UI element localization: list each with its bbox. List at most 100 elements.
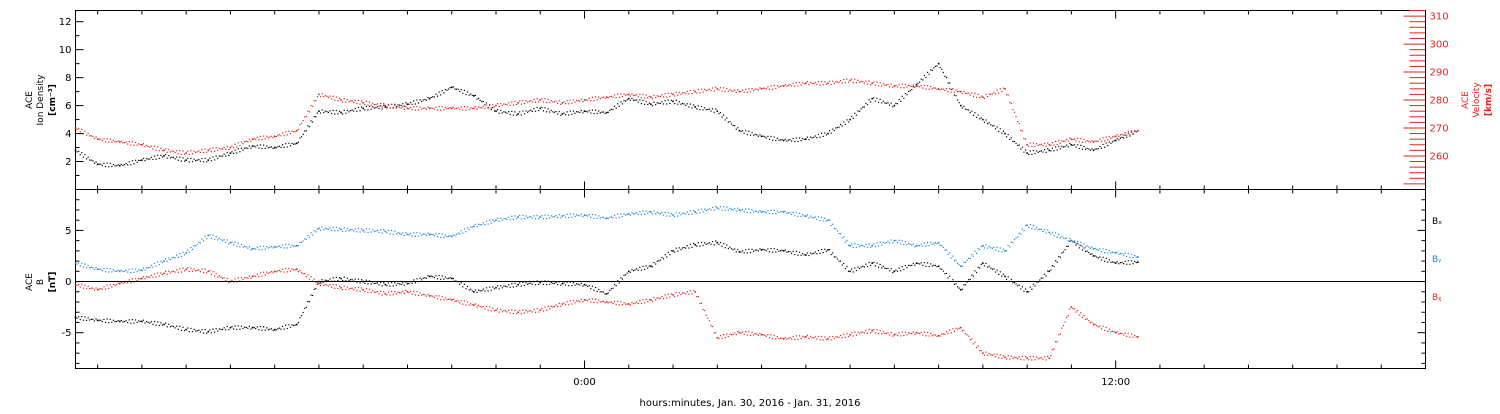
- trace-dot: [304, 238, 306, 240]
- trace-dot: [724, 337, 726, 339]
- trace-dot: [707, 108, 709, 111]
- trace-dot: [858, 267, 861, 270]
- trace-dot: [629, 214, 631, 216]
- trace-dot: [689, 210, 692, 212]
- trace-dot: [609, 95, 611, 98]
- trace-dot: [1043, 148, 1046, 151]
- trace-dot: [1017, 357, 1019, 360]
- trace-dot: [307, 234, 309, 237]
- trace-dot: [112, 319, 115, 321]
- trace-dot: [351, 109, 353, 111]
- trace-dot: [885, 242, 888, 244]
- x-tick-label: 12:00: [1101, 377, 1130, 388]
- trace-dot: [188, 251, 190, 253]
- trace-dot: [931, 243, 933, 245]
- trace-dot: [523, 312, 526, 314]
- trace-dot: [239, 246, 241, 248]
- trace-dot: [643, 302, 646, 304]
- trace-dot: [123, 320, 126, 323]
- data-point: [96, 268, 99, 271]
- trace-dot: [754, 249, 756, 251]
- trace-dot: [210, 237, 213, 239]
- trace-dot: [482, 305, 484, 308]
- trace-dot: [433, 277, 435, 279]
- trace-dot: [754, 333, 756, 335]
- trace-dot: [413, 290, 415, 292]
- trace-dot: [466, 285, 469, 288]
- data-point: [406, 103, 409, 105]
- trace-dot: [890, 83, 892, 85]
- trace-dot: [425, 295, 428, 297]
- trace-dot: [305, 306, 307, 308]
- trace-dot: [1012, 282, 1014, 284]
- trace-dot: [1097, 148, 1099, 150]
- trace-dot: [270, 135, 273, 137]
- trace-dot: [225, 155, 227, 157]
- trace-dot: [593, 112, 595, 115]
- trace-dot: [253, 145, 255, 147]
- trace-dot: [149, 158, 151, 160]
- trace-dot: [506, 286, 508, 288]
- data-point: [406, 233, 409, 236]
- trace-dot: [1061, 235, 1063, 237]
- trace-dot: [911, 264, 913, 266]
- trace-dot: [993, 353, 995, 355]
- trace-dot: [1064, 146, 1066, 148]
- trace-dot: [1110, 331, 1112, 333]
- trace-dot: [330, 112, 333, 115]
- trace-dot: [81, 262, 83, 264]
- data-point: [1136, 335, 1139, 338]
- field-y-tick-label: 5: [65, 226, 71, 237]
- trace-dot: [922, 334, 924, 336]
- data-point: [1004, 132, 1006, 135]
- trace-dot: [1029, 355, 1031, 358]
- trace-dot: [395, 284, 398, 286]
- trace-dot: [877, 101, 880, 103]
- trace-dot: [1078, 314, 1080, 316]
- trace-dot: [632, 213, 635, 215]
- trace-dot: [808, 139, 810, 141]
- data-point: [517, 101, 519, 104]
- trace-dot: [1058, 334, 1060, 336]
- trace-dot: [544, 306, 546, 308]
- trace-dot: [531, 101, 533, 103]
- trace-dot: [612, 287, 614, 289]
- trace-dot: [923, 74, 925, 77]
- trace-dot: [452, 106, 454, 108]
- trace-dot: [1094, 323, 1096, 326]
- trace-dot: [980, 350, 982, 352]
- trace-dot: [240, 277, 243, 279]
- trace-dot: [836, 258, 839, 260]
- trace-dot: [631, 97, 633, 100]
- trace-dot: [885, 84, 888, 86]
- trace-dot: [449, 86, 451, 89]
- trace-dot: [1107, 252, 1109, 254]
- trace-dot: [593, 289, 595, 291]
- trace-dot: [877, 245, 880, 247]
- trace-dot: [814, 251, 816, 253]
- trace-dot: [202, 272, 205, 274]
- trace-dot: [821, 248, 823, 251]
- trace-dot: [925, 335, 927, 337]
- trace-dot: [896, 103, 899, 105]
- trace-dot: [851, 78, 853, 80]
- trace-dot: [275, 271, 277, 273]
- trace-dot: [945, 272, 948, 275]
- trace-dot: [190, 157, 192, 160]
- trace-dot: [696, 92, 698, 94]
- trace-dot: [555, 100, 557, 102]
- trace-dot: [278, 145, 281, 147]
- trace-dot: [1116, 138, 1118, 140]
- trace-dot: [634, 99, 636, 101]
- trace-dot: [1017, 120, 1019, 123]
- trace-dot: [813, 337, 815, 339]
- trace-dot: [847, 270, 850, 272]
- trace-dot: [416, 232, 418, 234]
- trace-dot: [373, 282, 375, 285]
- trace-dot: [199, 271, 201, 273]
- trace-dot: [321, 279, 323, 281]
- trace-dot: [218, 275, 220, 277]
- velocity-axis-title-line-1: ACE: [1461, 91, 1471, 109]
- data-point: [716, 207, 719, 209]
